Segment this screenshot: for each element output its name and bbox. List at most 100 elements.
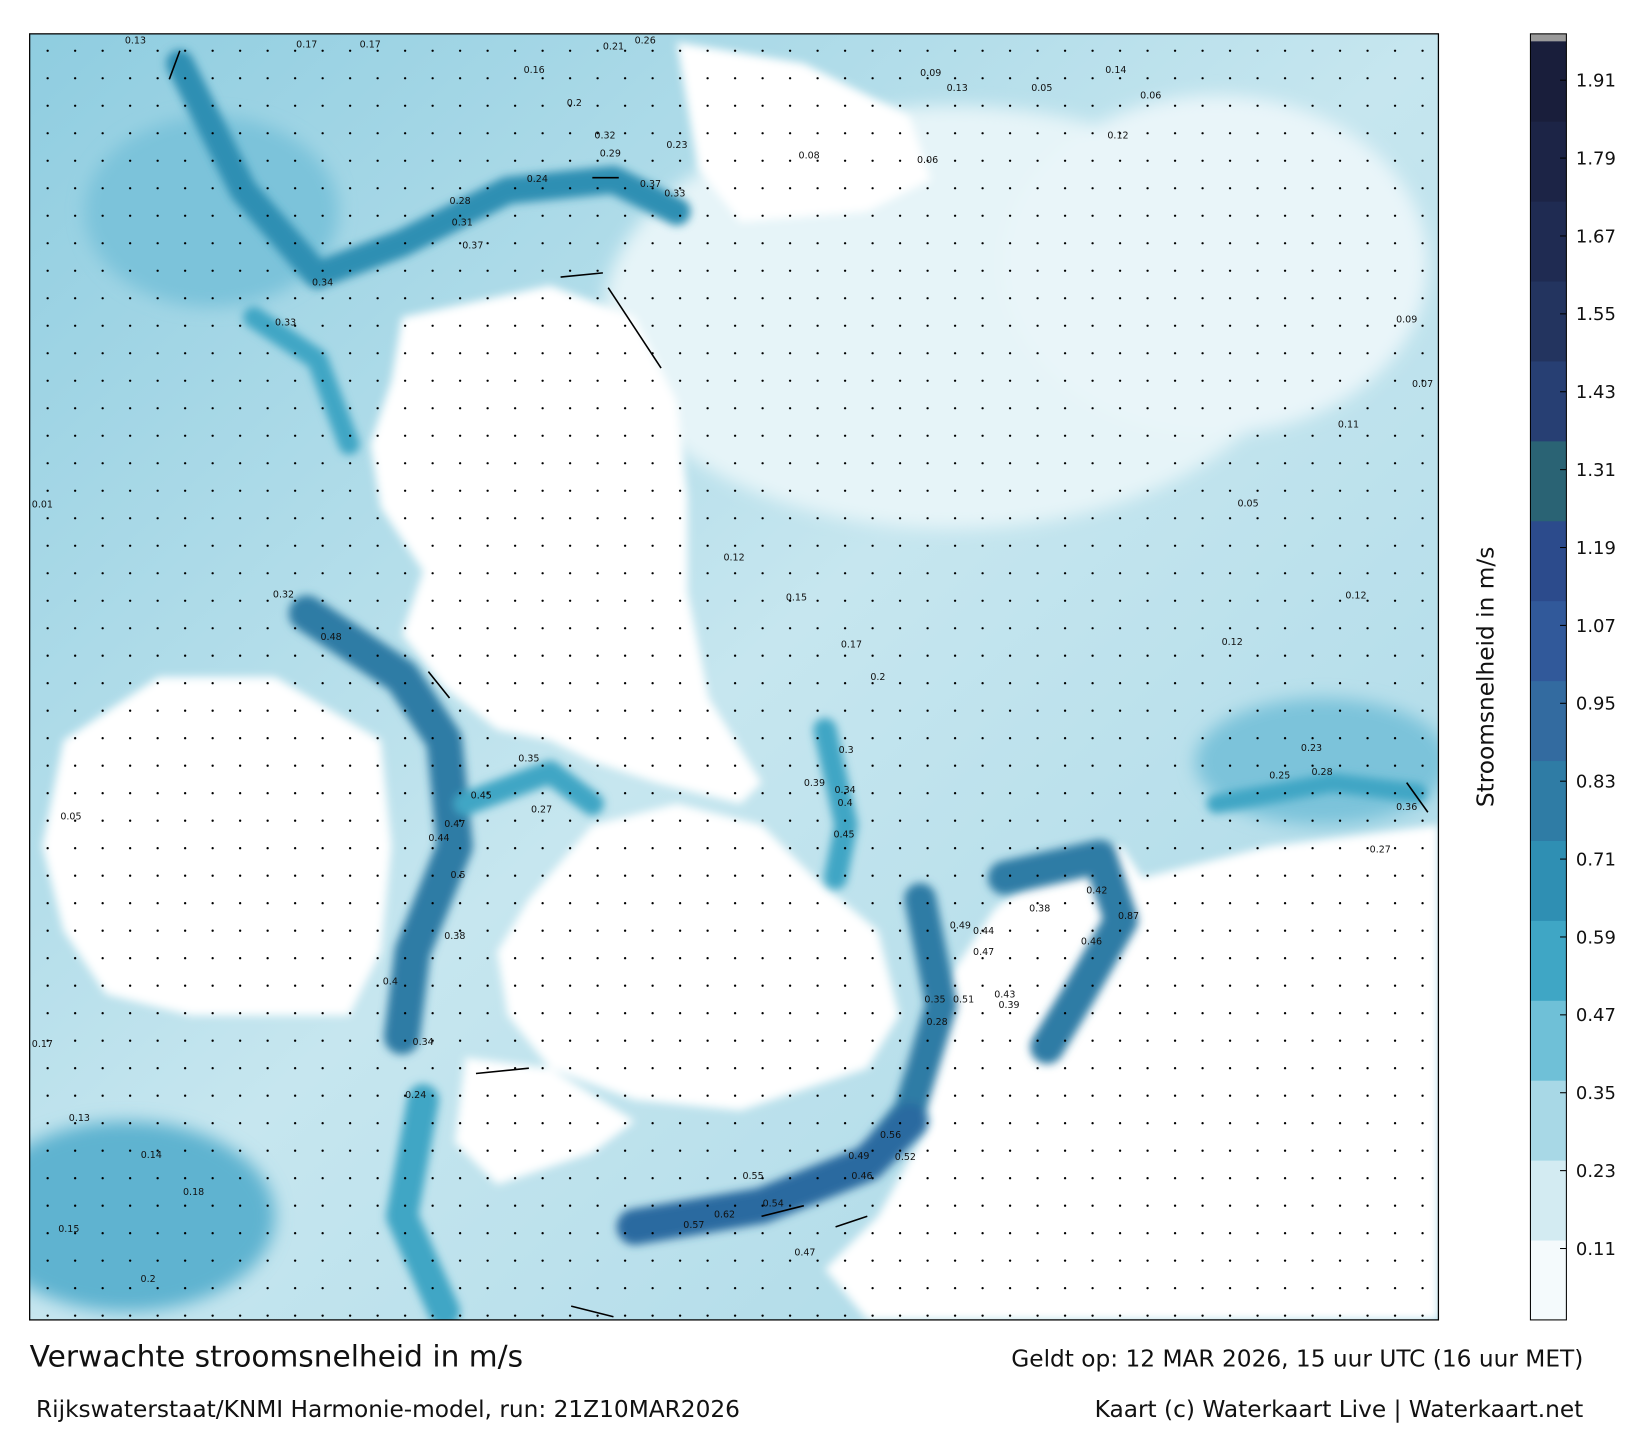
vector-dot	[1421, 297, 1424, 300]
vector-dot	[513, 984, 517, 987]
vector-dot	[871, 324, 874, 327]
vector-dot	[128, 1314, 132, 1317]
current-label: 0.56	[880, 1130, 901, 1141]
vector-dot	[926, 462, 929, 465]
vector-dot	[898, 902, 902, 905]
vector-dot	[431, 957, 434, 960]
vector-dot	[1173, 544, 1177, 547]
vector-dot	[1228, 187, 1232, 190]
vector-dot	[321, 297, 324, 300]
vector-dot	[926, 1122, 929, 1125]
vector-dot	[1366, 1314, 1369, 1317]
vector-dot	[953, 984, 957, 987]
vector-dot	[46, 902, 49, 905]
vector-dot	[678, 517, 682, 520]
current-label: 0.32	[273, 590, 294, 601]
vector-dot	[1118, 1177, 1122, 1180]
vector-dot	[843, 1259, 847, 1262]
vector-dot	[1421, 1067, 1424, 1070]
vector-dot	[706, 709, 709, 712]
vector-dot	[486, 104, 489, 107]
colorbar-tick-label: 0.83	[1576, 772, 1616, 793]
vector-dot	[101, 737, 104, 740]
vector-dot	[1008, 984, 1012, 987]
vector-dot	[1173, 214, 1177, 217]
vector-dot	[651, 1067, 654, 1070]
vector-dot	[678, 1232, 682, 1235]
vector-dot	[1228, 1012, 1232, 1015]
vector-dot	[1228, 1122, 1232, 1125]
current-label: 0.55	[743, 1171, 764, 1182]
vector-dot	[761, 1232, 764, 1235]
vector-dot	[843, 874, 847, 877]
vector-dot	[1283, 957, 1287, 960]
vector-dot	[1228, 627, 1232, 630]
vector-dot	[541, 709, 544, 712]
vector-dot	[1366, 1149, 1369, 1152]
vector-dot	[458, 434, 462, 437]
vector-dot	[623, 1039, 627, 1042]
vector-dot	[156, 49, 159, 52]
vector-dot	[293, 1287, 297, 1290]
vector-dot	[403, 1177, 407, 1180]
vector-dot	[788, 792, 792, 795]
colorbar-band	[1530, 760, 1567, 841]
vector-dot	[1146, 957, 1149, 960]
vector-dot	[678, 462, 682, 465]
vector-dot	[871, 792, 874, 795]
vector-dot	[1366, 819, 1369, 822]
vector-dot	[1256, 187, 1259, 190]
vector-dot	[1091, 352, 1094, 355]
vector-dot	[376, 1122, 379, 1125]
vector-dot	[788, 324, 792, 327]
vector-dot	[403, 1067, 407, 1070]
vector-dot	[46, 874, 49, 877]
vector-dot	[321, 352, 324, 355]
vector-dot	[1118, 352, 1122, 355]
vector-dot	[541, 544, 544, 547]
vector-dot	[431, 159, 434, 162]
vector-dot	[513, 544, 517, 547]
vector-dot	[321, 462, 324, 465]
vector-dot	[788, 764, 792, 767]
vector-dot	[623, 379, 627, 382]
vector-dot	[1036, 352, 1039, 355]
vector-dot	[706, 847, 709, 850]
vector-dot	[678, 1177, 682, 1180]
vector-dot	[981, 874, 984, 877]
vector-dot	[1091, 1149, 1094, 1152]
vector-dot	[1228, 902, 1232, 905]
vector-dot	[1201, 214, 1204, 217]
vector-dot	[568, 324, 572, 327]
vector-dot	[898, 792, 902, 795]
vector-dot	[1118, 132, 1122, 135]
vector-dot	[266, 379, 269, 382]
vector-dot	[596, 104, 599, 107]
vector-dot	[1008, 764, 1012, 767]
vector-dot	[1283, 489, 1287, 492]
vector-dot	[733, 132, 737, 135]
vector-dot	[211, 187, 214, 190]
vector-dot	[953, 462, 957, 465]
vector-dot	[183, 682, 187, 685]
vector-dot	[1256, 324, 1259, 327]
vector-dot	[1173, 187, 1177, 190]
vector-dot	[348, 1149, 352, 1152]
vector-dot	[183, 379, 187, 382]
vector-dot	[1146, 874, 1149, 877]
vector-dot	[678, 352, 682, 355]
vector-dot	[1118, 489, 1122, 492]
vector-dot	[128, 1204, 132, 1207]
vector-dot	[128, 297, 132, 300]
current-label: 0.08	[799, 151, 820, 162]
vector-dot	[513, 627, 517, 630]
vector-dot	[266, 792, 269, 795]
vector-dot	[1146, 847, 1149, 850]
vector-dot	[568, 654, 572, 657]
vector-dot	[953, 572, 957, 575]
vector-dot	[156, 379, 159, 382]
vector-dot	[926, 49, 929, 52]
vector-dot	[1228, 1094, 1232, 1097]
vector-dot	[238, 654, 242, 657]
vector-dot	[843, 1094, 847, 1097]
